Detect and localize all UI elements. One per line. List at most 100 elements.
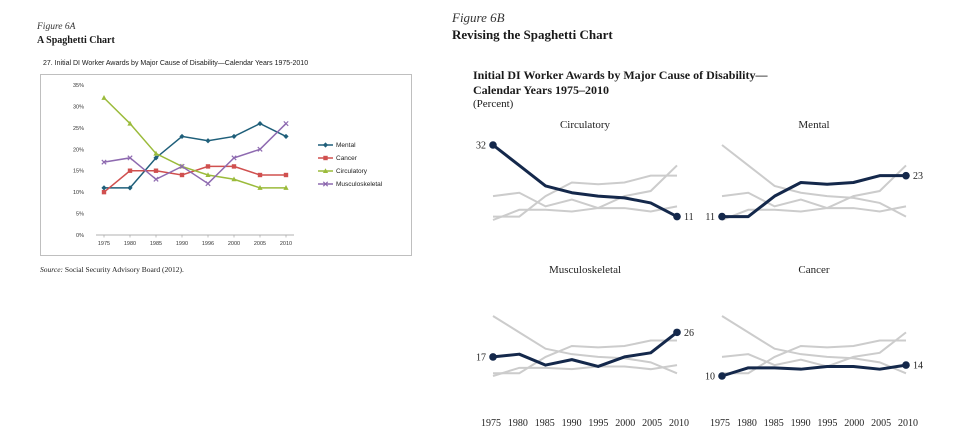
background-line-circulatory (721, 144, 907, 218)
background-line-mental (493, 339, 677, 375)
x-tick-label: 1980 (508, 418, 528, 429)
small-multiples-chart: Circulatory 32 11 Mental 11 23 Musculoskeletal… (476, 119, 923, 429)
x-tick-label: 1975 (98, 241, 110, 247)
figure-b-label: Figure 6B (452, 10, 505, 25)
series-line-musculoskeletal (103, 123, 287, 185)
panel-mental: Mental 11 23 (705, 119, 923, 223)
x-tick-label: 1995 (817, 418, 837, 429)
point-musculoskeletal-stroke (205, 180, 211, 187)
point-cancer (283, 172, 289, 178)
x-tick-label: 2005 (871, 418, 891, 429)
point-musculoskeletal-stroke (127, 155, 133, 161)
legend-label-mental: Mental (336, 142, 356, 149)
figure-a-title: A Spaghetti Chart (37, 35, 115, 46)
highlight-line-cancer (721, 363, 907, 378)
panel-musculoskeletal: Musculoskeletal 17 26 (476, 264, 694, 377)
background-line-cancer (492, 364, 678, 377)
x-tick-label: 1975 (481, 418, 501, 429)
source-text: Social Security Advisory Board (2012). (63, 265, 184, 274)
x-tick-label: 2010 (669, 418, 689, 429)
background-line-cancer (721, 205, 907, 221)
background-line-circulatory (492, 315, 678, 375)
figure-a-label: Figure 6A (37, 22, 76, 32)
point-mental (231, 133, 237, 140)
y-tick-label: 15% (73, 169, 84, 175)
highlight-line-circulatory (492, 143, 678, 218)
background-line-musculoskeletal (721, 331, 907, 368)
start-value-label: 32 (476, 141, 486, 152)
y-tick-label: 5% (76, 212, 84, 218)
background-line-mental (493, 174, 677, 218)
end-point (673, 212, 681, 221)
start-point (718, 212, 726, 221)
x-tick-label: 1980 (737, 418, 757, 429)
end-point (902, 171, 910, 180)
x-tick-label: 1990 (562, 418, 582, 429)
point-circulatory (231, 176, 237, 182)
start-point (489, 141, 497, 149)
point-cancer (205, 164, 211, 169)
figure-b-title: Revising the Spaghetti Chart (452, 27, 613, 42)
point-mental (205, 138, 211, 144)
point-mental (283, 133, 289, 140)
end-point (673, 328, 681, 337)
point-cancer (179, 172, 185, 178)
highlight-line-musculoskeletal (492, 331, 678, 368)
panel-title: Mental (798, 119, 829, 131)
point-musculoskeletal (283, 120, 289, 127)
series-line-circulatory (103, 97, 286, 189)
x-tick-label: 1995 (588, 418, 608, 429)
legend-label-musculoskeletal: Musculoskeletal (336, 181, 383, 188)
y-tick-label: 35% (73, 83, 84, 89)
legend-label-circulatory: Circulatory (336, 168, 368, 175)
point-musculoskeletal-stroke (322, 181, 329, 187)
end-value-label: 23 (913, 171, 923, 182)
y-tick-label: 10% (73, 190, 84, 196)
x-tick-label: 2005 (642, 418, 662, 429)
start-value-label: 10 (705, 372, 715, 383)
series-line-mental (104, 122, 287, 189)
x-tick-label: 1980 (124, 241, 136, 247)
x-tick-label: 1975 (710, 418, 730, 429)
point-musculoskeletal (231, 155, 237, 161)
background-line-circulatory (721, 315, 907, 375)
point-circulatory (257, 185, 263, 190)
point-circulatory (153, 150, 159, 156)
figure-a-source: Source: Social Security Advisory Board (… (40, 265, 184, 274)
y-tick-label: 0% (76, 233, 84, 239)
point-circulatory (101, 95, 107, 100)
point-musculoskeletal-stroke (231, 155, 237, 161)
x-tick-label: 1996 (202, 241, 214, 247)
panel-circulatory: Circulatory 32 11 (476, 119, 694, 223)
x-tick-label: 2005 (254, 241, 266, 247)
point-mental (257, 120, 263, 127)
figure-b-unit: (Percent) (473, 98, 514, 110)
point-musculoskeletal (205, 180, 211, 187)
point-circulatory (283, 185, 289, 190)
panel-title: Cancer (798, 264, 829, 276)
x-tick-label: 1985 (535, 418, 555, 429)
legend-label-cancer: Cancer (336, 155, 358, 162)
background-line-musculoskeletal (721, 164, 907, 210)
end-value-label: 26 (684, 328, 694, 339)
start-point (489, 353, 497, 361)
point-mental (179, 133, 185, 140)
background-line-cancer (492, 205, 678, 221)
point-musculoskeletal (179, 163, 185, 170)
y-tick-label: 25% (73, 126, 84, 132)
start-point (718, 372, 726, 380)
background-line-mental (722, 339, 906, 375)
point-cancer (153, 168, 159, 173)
point-circulatory (205, 172, 211, 177)
point-musculoskeletal-stroke (101, 159, 107, 165)
x-tick-label: 2000 (615, 418, 635, 429)
point-musculoskeletal (153, 176, 159, 182)
point-mental (127, 185, 133, 191)
x-axis-labels-left: 1975 1980 1985 1990 1995 2000 2005 2010 (481, 418, 689, 429)
x-tick-label: 1990 (791, 418, 811, 429)
spaghetti-chart: 0% 5% 10% 15% 20% 25% 30% 35% 1975 1980 1985 1990 19… (40, 74, 412, 256)
point-musculoskeletal (322, 181, 329, 187)
point-mental (101, 185, 107, 191)
x-tick-label: 2000 (228, 241, 240, 247)
point-mental (153, 155, 159, 161)
